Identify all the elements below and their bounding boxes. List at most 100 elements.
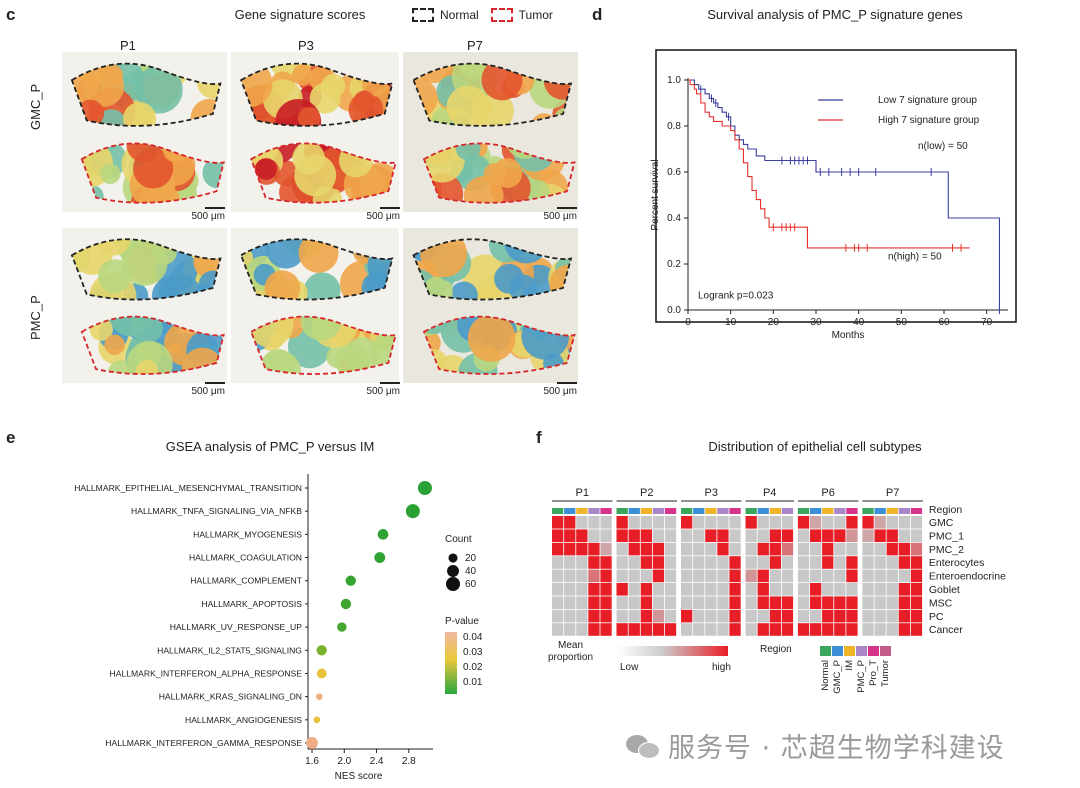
heatmap-cell — [564, 596, 576, 609]
heatmap-cell — [652, 556, 665, 569]
heatmap-cell — [616, 596, 628, 609]
heatmap-cell — [810, 609, 822, 623]
heatmap-cell — [628, 583, 640, 596]
heatmap-cell — [822, 623, 834, 636]
heatmap-cell — [862, 569, 874, 583]
scalebar-4: 500 μm — [180, 382, 225, 397]
pathway-label: HALLMARK_IL2_STAT5_SIGNALING — [157, 645, 302, 655]
heatmap-cell — [552, 583, 564, 596]
heatmap-cell — [757, 516, 769, 529]
heatmap-cell — [628, 529, 640, 542]
heatmap-cell — [705, 583, 717, 596]
heatmap-cell — [898, 596, 910, 609]
region-cell — [898, 508, 910, 514]
heatmap-cell — [588, 623, 600, 636]
row-label-Enterocytes: Enterocytes — [929, 557, 984, 569]
heatmap-cell — [600, 623, 612, 636]
heatmap-cell — [745, 529, 757, 542]
score-blob — [303, 272, 341, 300]
y-tick-label: 1.0 — [667, 75, 681, 86]
heatmap-cell — [640, 529, 652, 542]
heatmap-cell — [552, 596, 564, 609]
heatmap-cell — [588, 529, 600, 542]
heatmap-cell — [846, 609, 858, 623]
heatmap-cell — [616, 529, 628, 542]
heatmap-cell — [810, 596, 822, 609]
heatmap-cell — [886, 569, 898, 583]
heatmap-cell — [834, 529, 846, 542]
heatmap-cell — [600, 529, 612, 542]
count-legend-dot — [445, 576, 461, 592]
heatmap-cell — [616, 569, 628, 583]
region-legend-swatch — [844, 646, 855, 656]
heatmap-cell — [745, 542, 757, 556]
normal-region-outline — [412, 62, 573, 127]
heatmap-cell — [693, 569, 705, 583]
heatmap-cell — [576, 569, 588, 583]
heatmap-cell — [616, 556, 628, 569]
x-tick-label: 2.8 — [402, 756, 416, 767]
group-label-P4: P4 — [763, 487, 776, 499]
heatmap-cell — [729, 583, 741, 596]
tissue-image — [62, 228, 227, 383]
heatmap-cell — [552, 529, 564, 542]
heatmap-cell — [769, 556, 781, 569]
heatmap-cell — [600, 542, 612, 556]
count-legend-dot — [447, 565, 459, 577]
region-cell — [874, 508, 886, 514]
heatmap-cell — [810, 542, 822, 556]
heatmap-cell — [797, 596, 810, 609]
mean-legend-low: Low — [620, 662, 639, 673]
group-label-P1: P1 — [576, 487, 589, 499]
heatmap-cell — [616, 583, 628, 596]
heatmap-cell — [640, 542, 652, 556]
heatmap-cell — [705, 516, 717, 529]
heatmap-cell — [769, 529, 781, 542]
heatmap-cell — [640, 556, 652, 569]
heatmap-cell — [886, 596, 898, 609]
heatmap-cell — [797, 569, 810, 583]
heatmap-cell — [846, 516, 858, 529]
pvalue-legend-label: 0.04 — [463, 632, 483, 643]
heatmap-cell — [898, 556, 910, 569]
heatmap-cell — [886, 529, 898, 542]
region-legend-swatch — [820, 646, 831, 656]
heatmap-cell — [717, 516, 729, 529]
scalebar-6: 500 μm — [527, 382, 577, 397]
subtype-heatmap: P1 P2 P3 P4 P6 P7RegionGMCPMC_1PMC_2Enterocyt… — [548, 487, 1006, 694]
x-tick-label: 30 — [810, 317, 822, 328]
heatmap-cell — [729, 542, 741, 556]
heatmap-cell — [886, 583, 898, 596]
heatmap-cell — [693, 583, 705, 596]
heatmap-cell — [757, 556, 769, 569]
row-label-Cancer: Cancer — [929, 624, 963, 636]
heatmap-cell — [664, 569, 677, 583]
heatmap-cell — [874, 596, 886, 609]
heatmap-cell — [910, 529, 923, 542]
x-tick-label: 1.6 — [305, 756, 319, 767]
heatmap-cell — [862, 529, 874, 542]
heatmap-cell — [757, 596, 769, 609]
region-cell — [628, 508, 640, 514]
heatmap-cell — [552, 569, 564, 583]
score-blob — [135, 65, 183, 114]
pathway-dot — [306, 737, 318, 749]
pathway-label: HALLMARK_COAGULATION — [189, 553, 302, 563]
heatmap-cell — [681, 529, 693, 542]
heatmap-cell — [600, 583, 612, 596]
pathway-label: HALLMARK_INTERFERON_ALPHA_RESPONSE — [110, 668, 303, 678]
survival-chart: 0.0 0.2 0.4 0.6 0.8 1.0 0 10 20 30 40 50 60 70 Months P… — [650, 49, 1017, 341]
y-tick-label: 0.0 — [667, 305, 681, 316]
region-cell — [729, 508, 741, 514]
heatmap-cell — [652, 529, 665, 542]
heatmap-cell — [846, 529, 858, 542]
heatmap-cell — [769, 596, 781, 609]
heatmap-cell — [717, 542, 729, 556]
pvalue-legend-label: 0.02 — [463, 662, 483, 673]
heatmap-cell — [810, 516, 822, 529]
heatmap-cell — [588, 556, 600, 569]
heatmap-cell — [886, 542, 898, 556]
heatmap-cell — [705, 542, 717, 556]
heatmap-cell — [576, 609, 588, 623]
heatmap-cell — [822, 542, 834, 556]
